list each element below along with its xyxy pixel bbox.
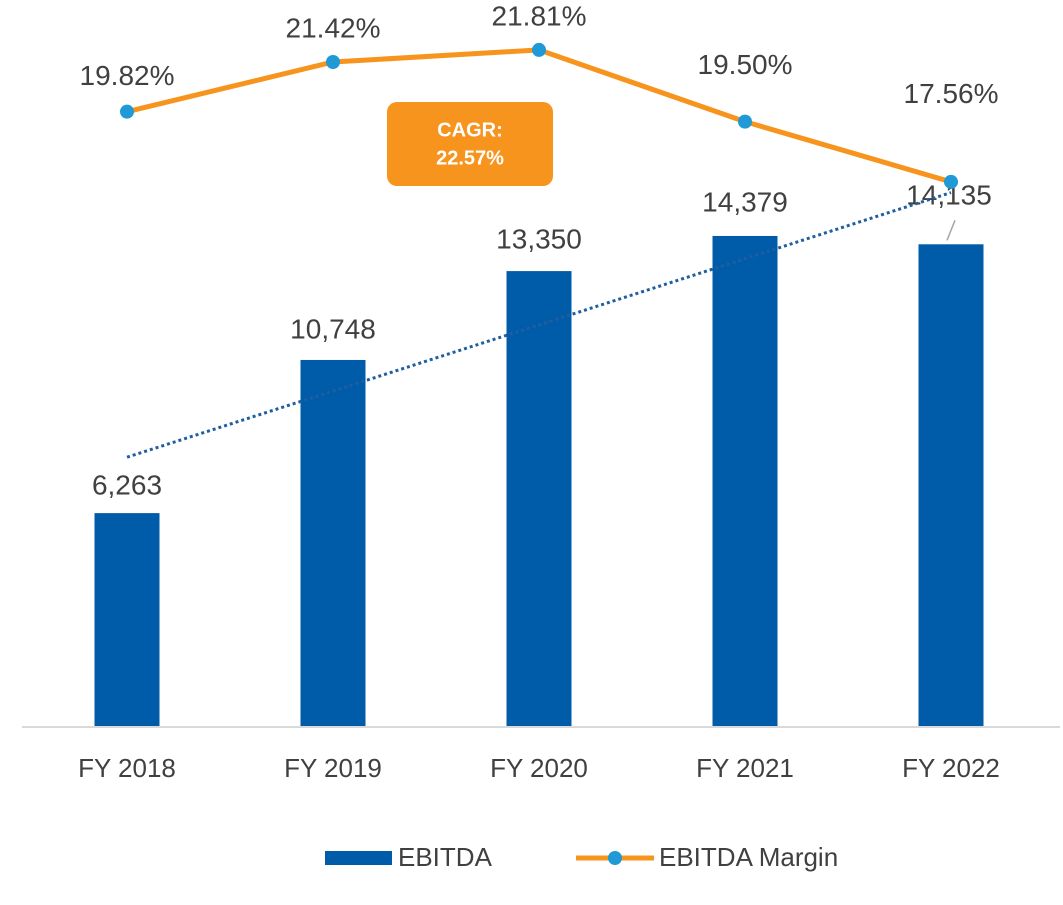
line-label: 17.56% [904,78,999,109]
line-marker [120,104,134,119]
legend-label: EBITDA [398,842,493,872]
bar [94,513,160,727]
annotation-box [387,102,553,186]
leader-line [946,220,956,241]
x-tick-label: FY 2019 [284,753,382,783]
legend-swatch [325,851,392,865]
line-label: 21.81% [492,0,587,31]
line-marker [738,114,752,129]
bar [918,244,984,728]
x-tick-label: FY 2018 [78,753,176,783]
bar [712,235,778,727]
legend-marker [608,851,622,865]
line-marker [532,42,546,57]
annotation-text: CAGR: [437,119,503,141]
trendline [126,191,952,459]
x-tick-label: FY 2022 [902,753,1000,783]
line-label: 21.42% [286,12,381,43]
line-marker [944,174,958,189]
bar-label: 13,350 [496,223,582,254]
x-tick-label: FY 2021 [696,753,794,783]
bar [506,271,572,727]
line-label: 19.50% [698,49,793,80]
bar-label: 6,263 [92,470,162,501]
bar-label: 10,748 [290,313,376,344]
x-tick-label: FY 2020 [490,753,588,783]
line-marker [326,55,340,70]
bar-label: 14,379 [702,186,788,217]
legend-label: EBITDA Margin [659,842,838,872]
line-label: 19.82% [80,60,175,91]
bar [300,359,366,727]
annotation-text: 22.57% [436,147,504,169]
